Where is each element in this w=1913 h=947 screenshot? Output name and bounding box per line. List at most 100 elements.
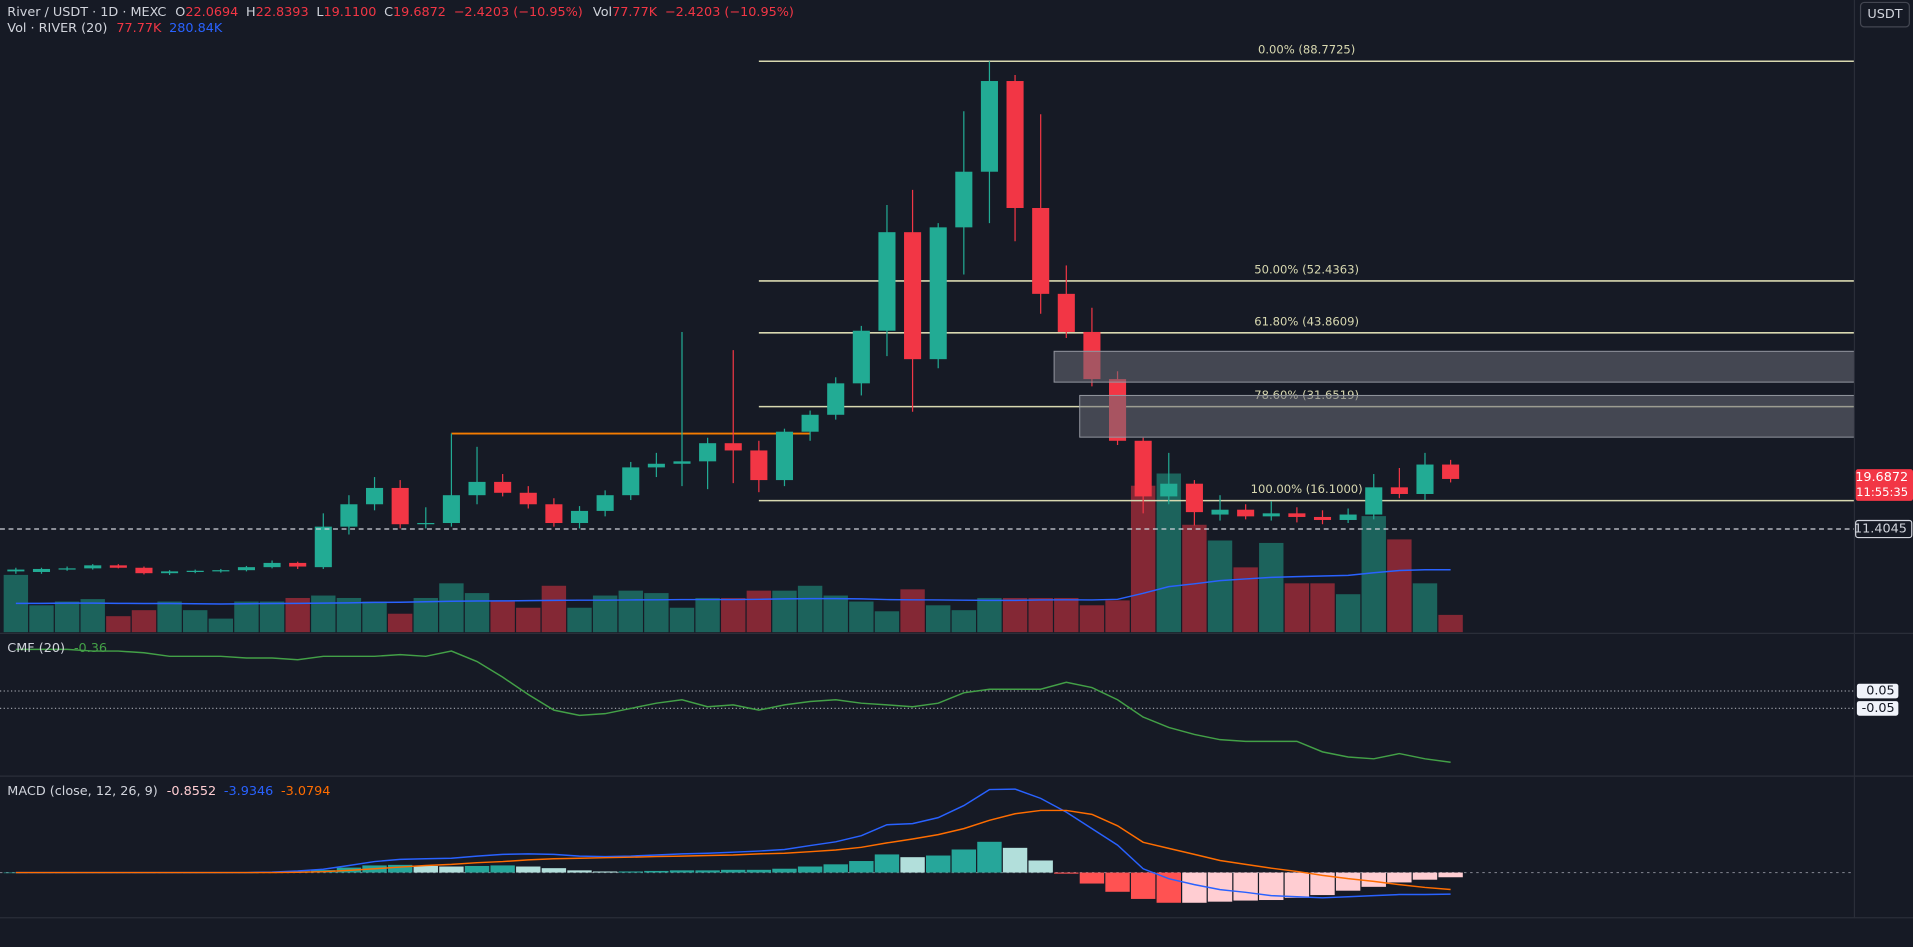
- volume-bar: [131, 610, 157, 633]
- histogram-bar: [1284, 872, 1310, 898]
- volume-bar: [1335, 594, 1361, 633]
- candle-body: [878, 232, 896, 331]
- candle-body: [519, 492, 537, 505]
- histogram-bar: [695, 870, 720, 873]
- volume-bar: [1207, 540, 1233, 633]
- vol-value: 77.77K: [612, 5, 658, 20]
- vol-value: 77.77K: [116, 21, 162, 36]
- signal-value: -3.0794: [281, 783, 330, 798]
- candle-body: [1365, 487, 1383, 515]
- plot: 0.00% (88.7725) 50.00% (52.4363) 61.80% (4…: [0, 43, 1855, 903]
- volume-bar: [797, 585, 823, 633]
- zone: [1079, 394, 1855, 438]
- volume-bar: [644, 593, 669, 633]
- candle-body: [750, 450, 768, 481]
- volume-bar: [413, 597, 438, 633]
- volume-bar: [183, 610, 208, 633]
- ohlc-key: H: [246, 5, 256, 20]
- candle-body: [212, 570, 230, 572]
- fib-label: 100.00% (16.1000): [1251, 482, 1363, 496]
- histogram-bar: [490, 865, 515, 873]
- last-price: 19.6872: [1855, 470, 1908, 485]
- candle-body: [289, 562, 307, 567]
- histogram-bar: [1387, 872, 1412, 883]
- candle-body: [1185, 483, 1203, 513]
- histogram-bar: [1361, 872, 1386, 887]
- symbol: River / USDT · 1D · MEXC: [7, 5, 166, 20]
- candle-body: [1288, 513, 1306, 517]
- candle-body: [1006, 81, 1024, 208]
- currency[interactable]: USDT: [1867, 7, 1902, 22]
- candle-body: [237, 567, 255, 571]
- level-label: -0.05: [1862, 701, 1895, 716]
- histogram-bar: [797, 866, 823, 873]
- candle-body: [1057, 293, 1075, 332]
- candle-body: [1390, 487, 1408, 494]
- candle-body: [161, 571, 179, 574]
- histogram-bar: [1054, 872, 1079, 874]
- histogram-bar: [977, 841, 1002, 873]
- candle-body: [1442, 464, 1460, 479]
- volume-bar: [1105, 600, 1130, 633]
- histogram-bar: [1207, 872, 1233, 902]
- candle-body: [724, 443, 742, 451]
- histogram-bar: [464, 865, 490, 873]
- candle-body: [1237, 509, 1255, 517]
- volume-bar: [464, 593, 490, 633]
- volume-bar: [336, 597, 362, 633]
- histogram-bar: [387, 864, 413, 873]
- volume-bar: [1387, 539, 1412, 633]
- fib-label: 61.80% (43.8609): [1254, 314, 1359, 328]
- volume-bar: [1438, 614, 1463, 633]
- volume-bar: [516, 607, 541, 633]
- candle-body: [186, 570, 204, 572]
- volume-bar: [1233, 567, 1258, 633]
- candle-body: [1262, 513, 1280, 517]
- candle-body: [135, 567, 153, 574]
- histogram-bar: [618, 871, 643, 873]
- volume-bar: [208, 618, 234, 633]
- candle-body: [622, 467, 640, 496]
- line: [15, 648, 1451, 763]
- volume-bar: [925, 605, 951, 633]
- candle-body: [852, 330, 870, 384]
- volume-bar: [29, 605, 54, 633]
- histogram-bar: [925, 855, 951, 873]
- volume-bar: [311, 595, 336, 633]
- candle-body: [1134, 440, 1152, 497]
- candle-body: [673, 461, 691, 464]
- candle-body: [366, 487, 384, 505]
- histogram-bar: [413, 865, 438, 873]
- zone: [1053, 350, 1855, 383]
- volume-bar: [106, 616, 131, 633]
- volume-bar: [695, 597, 720, 633]
- price-line-label: 11.4045: [1854, 522, 1907, 537]
- candle-body: [1416, 464, 1434, 494]
- volume-bar: [157, 601, 182, 633]
- histogram-bar: [772, 868, 797, 873]
- level-box: [1856, 701, 1899, 716]
- volume-bar: [54, 601, 80, 633]
- candle-body: [801, 414, 819, 432]
- volume-bar: [1284, 583, 1310, 633]
- volume-bar: [490, 601, 515, 633]
- histogram-bar: [644, 870, 669, 873]
- volume-bar: [746, 590, 772, 633]
- candle-body: [596, 495, 614, 511]
- candle-body: [1211, 509, 1229, 515]
- currency-box[interactable]: [1859, 1, 1910, 28]
- candle-body: [58, 568, 76, 570]
- histogram-bar: [849, 861, 874, 873]
- ohlc-value: 22.0694: [185, 5, 238, 20]
- histogram-bar: [1079, 872, 1105, 884]
- volume-bar: [874, 611, 900, 633]
- volume-bar: [80, 599, 105, 633]
- volume-bar: [1028, 597, 1053, 633]
- volume-bar: [387, 613, 413, 633]
- volume-bar: [721, 597, 746, 633]
- histogram-bar: [746, 869, 772, 873]
- macd-title: MACD (close, 12, 26, 9): [7, 783, 157, 798]
